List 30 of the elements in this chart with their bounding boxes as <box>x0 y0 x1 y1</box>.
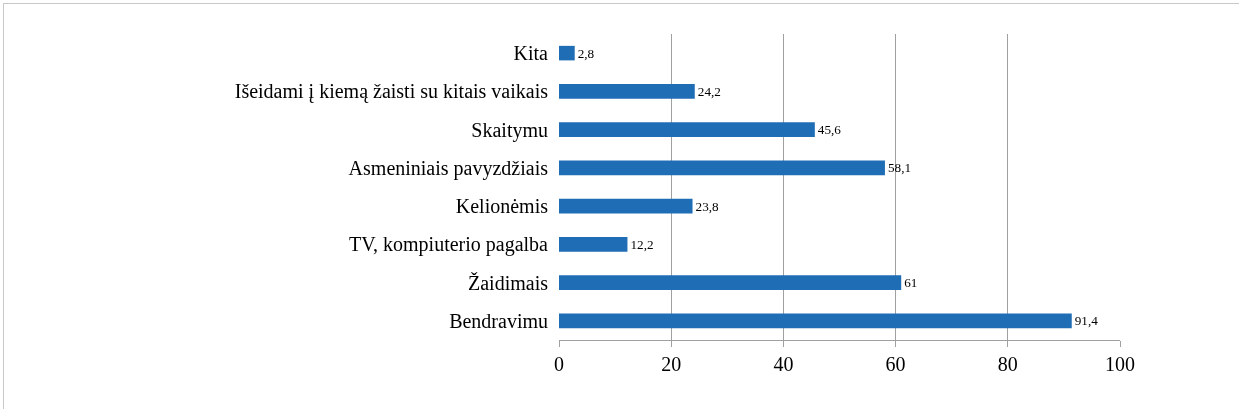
y-tick-label: Išeidami į kiemą žaisti su kitais vaikais <box>234 80 549 104</box>
data-label: 2,8 <box>577 45 595 61</box>
data-label: 91,4 <box>1074 313 1099 329</box>
y-tick-label: Bendravimu <box>449 309 548 332</box>
x-tick-label: 40 <box>773 353 794 375</box>
y-tick-label: Asmeniniais pavyzdžiais <box>348 156 549 180</box>
bar <box>559 313 1072 329</box>
data-label: 24,2 <box>697 84 721 99</box>
bar <box>559 84 695 99</box>
y-tick-label: Žaidimais <box>468 271 549 294</box>
data-label: 12,2 <box>630 237 654 252</box>
bar <box>559 198 693 214</box>
bar <box>559 122 815 137</box>
bar <box>559 45 575 61</box>
y-tick-label: Kelionėmis <box>455 195 549 218</box>
x-tick-label: 100 <box>1105 353 1135 375</box>
y-tick-label: TV, kompiuterio pagalba <box>348 233 549 257</box>
y-tick-label: Kita <box>513 42 549 65</box>
x-tick-label: 0 <box>554 353 564 375</box>
data-label: 61 <box>904 275 918 291</box>
x-tick-label: 80 <box>997 353 1018 375</box>
y-tick-label: Skaitymu <box>471 118 548 142</box>
x-tick-label: 60 <box>885 353 906 375</box>
bar <box>559 160 885 176</box>
data-label: 23,8 <box>695 198 720 214</box>
data-label: 58,1 <box>887 160 912 176</box>
bar <box>559 275 902 290</box>
x-tick-label: 20 <box>661 353 682 375</box>
data-label: 45,6 <box>817 122 842 138</box>
bar <box>559 237 628 252</box>
